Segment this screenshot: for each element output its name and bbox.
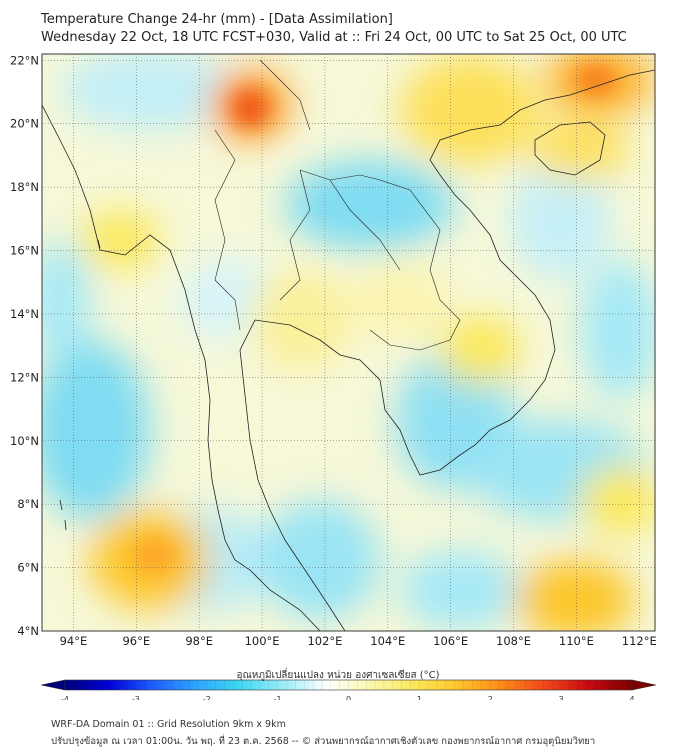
- colorbar-tick: 4: [629, 695, 634, 700]
- lat-tick-label: 22°N: [10, 53, 39, 67]
- lon-tick-label: 108°E: [496, 634, 531, 648]
- chart-subtitle: Wednesday 22 Oct, 18 UTC FCST+030, Valid…: [41, 30, 627, 45]
- lon-tick-label: 104°E: [370, 634, 405, 648]
- lat-tick-label: 20°N: [10, 117, 39, 131]
- footer-model-info: WRF-DA Domain 01 :: Grid Resolution 9km …: [51, 719, 286, 730]
- myanmar-coast: [42, 104, 321, 631]
- colorbar-tick: 2: [488, 695, 493, 700]
- lon-tick-label: 96°E: [122, 634, 150, 648]
- lat-tick-label: 12°N: [10, 370, 39, 384]
- colorbar: [40, 679, 657, 691]
- colorbar-min-arrow: [40, 679, 66, 691]
- colorbar-tick: -4: [61, 695, 69, 700]
- country-borders: [214, 59, 461, 351]
- lat-tick-label: 6°N: [17, 561, 39, 575]
- lat-tick-label: 18°N: [10, 180, 39, 194]
- china-coast: [519, 69, 655, 111]
- lat-tick-label: 8°N: [17, 497, 39, 511]
- lon-tick-label: 110°E: [559, 634, 594, 648]
- andaman-islands: [59, 239, 101, 531]
- graticule: [42, 54, 655, 632]
- colorbar-tick: -1: [274, 695, 282, 700]
- lat-tick-label: 4°N: [17, 624, 39, 638]
- field-peaks: [133, 66, 615, 573]
- lat-tick-label: 16°N: [10, 244, 39, 258]
- malay-peninsula: [244, 394, 346, 631]
- lon-tick-label: 100°E: [245, 634, 280, 648]
- gulf-of-thailand-coast: [239, 109, 556, 476]
- longitude-tick-labels: 94°E 96°E 98°E 100°E 102°E 104°E 106°E 108°E 110…: [60, 634, 657, 648]
- lat-tick-label: 10°N: [10, 434, 39, 448]
- colorbar-tick: -2: [203, 695, 211, 700]
- latitude-tick-labels: 4°N 6°N 8°N 10°N 12°N 14°N 16°N 18°N 20°N 22°N: [10, 53, 39, 638]
- lon-tick-label: 102°E: [307, 634, 342, 648]
- temperature-change-map: 94°E 96°E 98°E 100°E 102°E 104°E 106°E 108°E 110…: [10, 53, 657, 700]
- field-layer: [42, 54, 655, 631]
- colorbar-tick: -3: [132, 695, 140, 700]
- colorbar-label: อุณหภูมิเปลี่ยนแปลง หน่วย องศาเซลเซียส (…: [236, 670, 440, 681]
- lat-tick-label: 14°N: [10, 307, 39, 321]
- colorbar-tick: 0: [346, 695, 351, 700]
- lon-tick-label: 98°E: [185, 634, 213, 648]
- colorbar-max-arrow: [631, 679, 657, 691]
- hainan: [534, 121, 606, 176]
- lon-tick-label: 112°E: [622, 634, 657, 648]
- coastlines-and-borders: [42, 59, 655, 631]
- colorbar-tick-labels: -4 -3 -2 -1 0 1 2 3 4: [61, 695, 635, 700]
- chart-title: Temperature Change 24-hr (mm) - [Data As…: [41, 12, 393, 27]
- colorbar-tick: 1: [417, 695, 422, 700]
- lon-tick-label: 106°E: [433, 634, 468, 648]
- colorbar-tick: 3: [559, 695, 564, 700]
- footer-credit: ปรับปรุงข้อมูล ณ เวลา 01:00น. วัน พฤ. ที…: [51, 736, 596, 747]
- lon-tick-label: 94°E: [60, 634, 88, 648]
